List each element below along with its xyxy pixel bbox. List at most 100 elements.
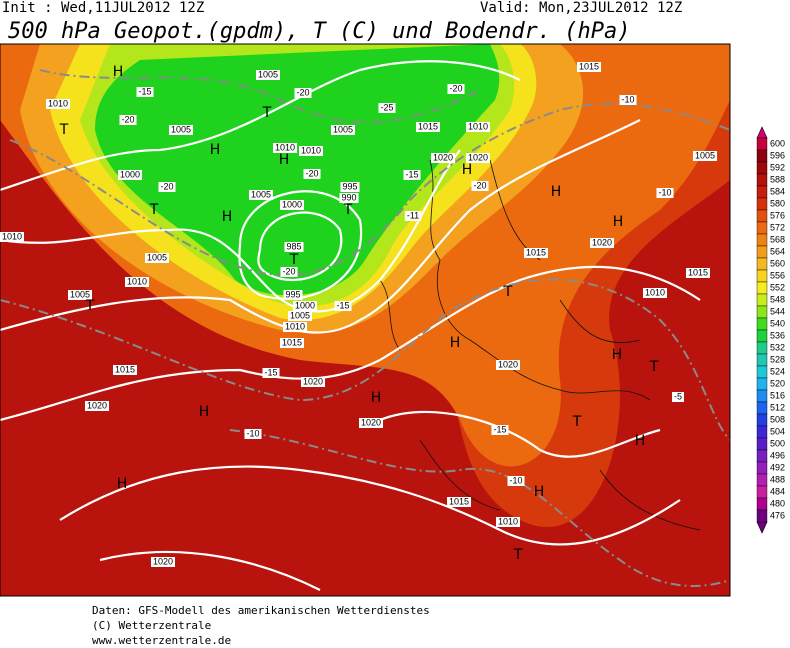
high-marker: H — [635, 433, 646, 449]
label-box — [339, 193, 359, 203]
label-box — [244, 429, 262, 439]
colorbar-label: 500 — [770, 438, 785, 448]
low-marker: T — [289, 252, 299, 268]
low-marker: T — [649, 359, 659, 375]
colorbar-cell — [756, 269, 768, 283]
contour-label: 1005 — [695, 150, 715, 160]
label-box — [282, 322, 308, 332]
isotherm — [9, 102, 730, 277]
footer-line: Daten: GFS-Modell des amerikanischen Wet… — [92, 604, 430, 617]
label-box — [685, 268, 711, 278]
contour-label: -20 — [449, 83, 462, 93]
high-marker: H — [199, 404, 210, 420]
contour-label: 1005 — [147, 252, 167, 262]
colorbar-cell — [756, 485, 768, 499]
contour-label: 1010 — [275, 142, 295, 152]
isobar — [379, 410, 661, 458]
colorbar: 600 596 592 588 584 580 576 572 568 564 560 556 552 5… — [756, 126, 785, 534]
low-marker: T — [513, 547, 523, 563]
colorbar-cell — [756, 401, 768, 415]
label-box — [465, 153, 491, 163]
label-box — [272, 143, 298, 153]
low-marker: T — [262, 105, 272, 121]
contour-label: 1015 — [115, 364, 135, 374]
colorbar-label: 548 — [770, 294, 785, 304]
contour-label: -5 — [674, 391, 682, 401]
colorbar-cell — [756, 413, 768, 427]
isobar — [0, 60, 521, 192]
colorbar-cell — [756, 209, 768, 223]
contour-label: 1010 — [127, 276, 147, 286]
contour-label: -10 — [621, 94, 634, 104]
label-box — [279, 200, 305, 210]
label-box — [430, 153, 456, 163]
contour-label: 1015 — [418, 121, 438, 131]
high-marker: H — [462, 162, 473, 178]
contour-label: 1005 — [171, 124, 191, 134]
label-box — [619, 95, 637, 105]
contour-label: -10 — [658, 187, 671, 197]
contour-label: 1015 — [526, 247, 546, 257]
contour-label: 1020 — [498, 359, 518, 369]
colorbar-cell — [756, 149, 768, 163]
colorbar-label: 536 — [770, 330, 785, 340]
isobar — [0, 265, 701, 422]
map-title: 500 hPa Geopot.(gpdm), T (C) und Bodendr… — [8, 19, 631, 44]
colorbar-label: 476 — [770, 510, 785, 520]
colorbar-label: 484 — [770, 486, 785, 496]
high-marker: H — [279, 152, 290, 168]
label-box — [158, 182, 176, 192]
label-box — [124, 277, 150, 287]
colorbar-label: 596 — [770, 150, 785, 160]
low-marker: T — [503, 284, 513, 300]
isobar — [0, 149, 461, 313]
label-box — [84, 401, 110, 411]
colorbar-label: 512 — [770, 402, 785, 412]
label-box — [495, 517, 521, 527]
contour-label: -15 — [405, 169, 418, 179]
contour-label: 1020 — [153, 556, 173, 566]
label-box — [0, 232, 25, 242]
colorbar-cell — [756, 365, 768, 379]
contour-label: 1005 — [333, 124, 353, 134]
contour-label: -20 — [121, 114, 134, 124]
label-box — [330, 125, 356, 135]
isobar — [238, 190, 363, 300]
contour-label: 1020 — [361, 417, 381, 427]
colorbar-label: 572 — [770, 222, 785, 232]
colorbar-cell — [756, 461, 768, 475]
map-frame — [0, 43, 731, 597]
colorbar-label: 488 — [770, 474, 785, 484]
colorbar-cell — [756, 317, 768, 331]
colorbar-label: 520 — [770, 378, 785, 388]
coastline — [379, 159, 701, 531]
contour-label: 1015 — [688, 267, 708, 277]
colorbar-cell — [756, 161, 768, 175]
high-marker: H — [371, 390, 382, 406]
isotherm — [39, 69, 481, 124]
high-marker: H — [222, 209, 233, 225]
label-box — [279, 338, 305, 348]
contour-label: -10 — [246, 428, 259, 438]
valid-time: Valid: Mon,23JUL2012 12Z — [480, 0, 682, 16]
colorbar-cell — [756, 437, 768, 451]
colorbar-cell — [756, 221, 768, 235]
contour-label: 990 — [341, 192, 356, 202]
colorbar-label: 528 — [770, 354, 785, 364]
contour-label: 1005 — [70, 289, 90, 299]
colorbar-cell — [756, 305, 768, 319]
label-box — [404, 211, 422, 221]
colorbar-label: 592 — [770, 162, 785, 172]
colorbar-arrow — [756, 521, 768, 534]
colorbar-cell — [756, 173, 768, 187]
colorbar-cell — [756, 377, 768, 391]
high-marker: H — [612, 347, 623, 363]
label-box — [471, 181, 489, 191]
high-marker: H — [613, 214, 624, 230]
label-box — [67, 290, 93, 300]
label-box — [117, 170, 143, 180]
low-marker: T — [343, 202, 353, 218]
contour-label: 1010 — [285, 321, 305, 331]
